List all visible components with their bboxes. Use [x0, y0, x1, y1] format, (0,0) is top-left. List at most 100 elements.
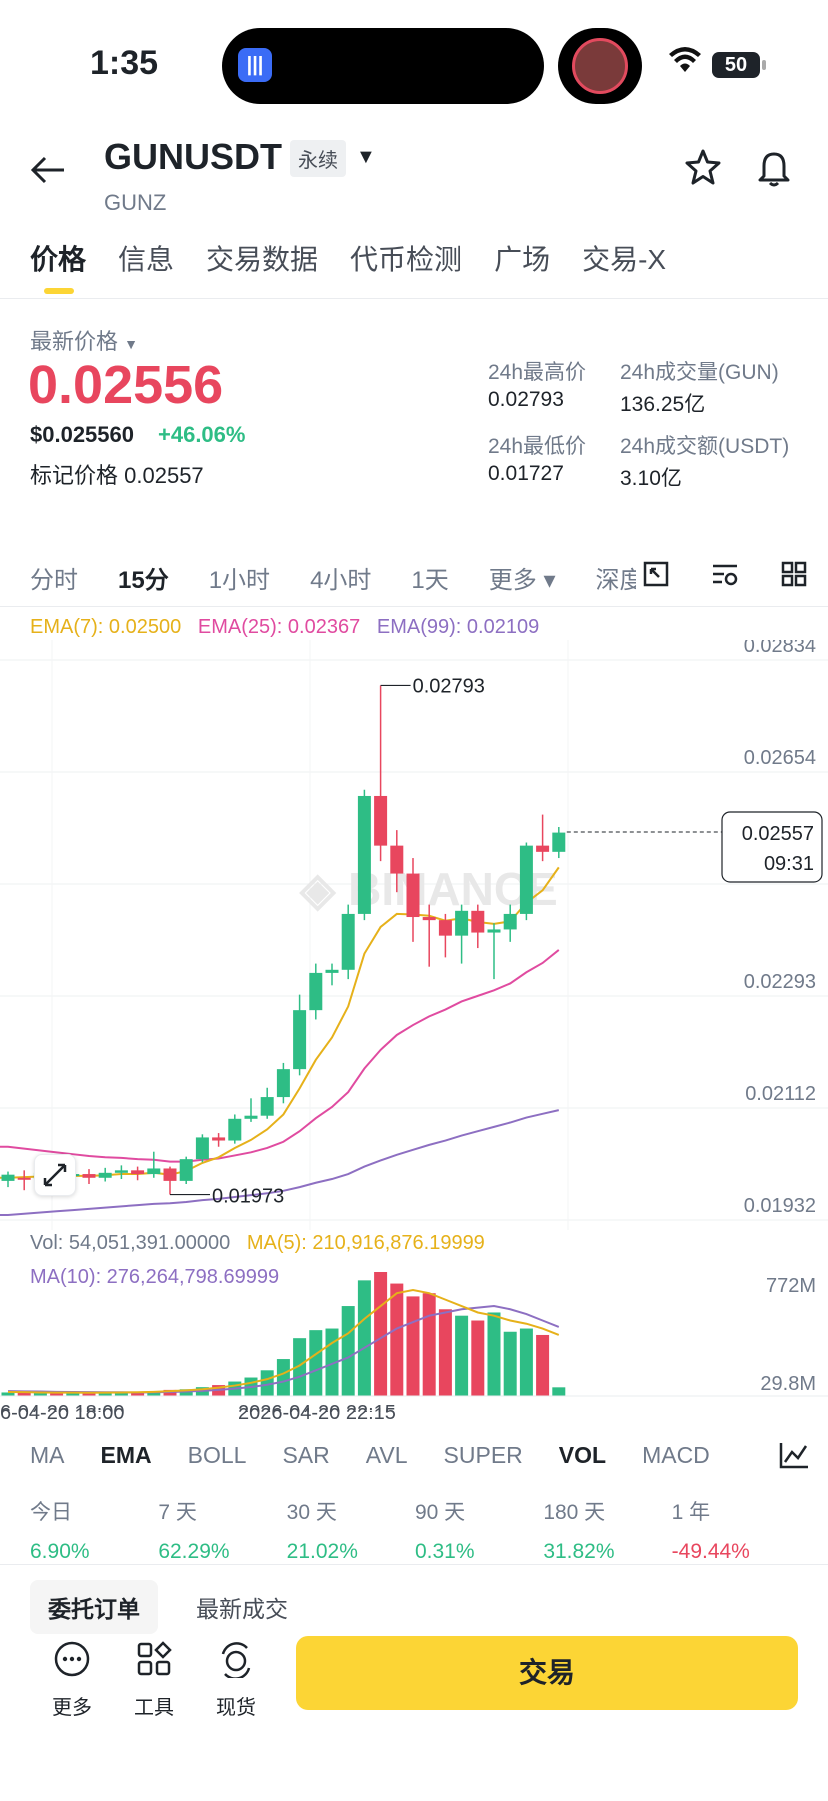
volume-bar — [293, 1338, 307, 1396]
volume-bar — [552, 1387, 566, 1396]
tools-icon — [114, 1640, 194, 1687]
fullscreen-icon[interactable] — [642, 560, 670, 595]
usd-price: $0.025560 — [30, 422, 134, 447]
divider — [0, 1564, 828, 1565]
indicator-ema[interactable]: EMA — [100, 1442, 152, 1468]
indicator-super[interactable]: SUPER — [443, 1442, 523, 1468]
interval-15m[interactable]: 15分 — [118, 567, 169, 594]
interval-4h[interactable]: 4小时 — [310, 567, 372, 594]
tools-button[interactable]: 工具 — [114, 1640, 194, 1720]
volume-legend: Vol: 54,051,391.00000 MA(5): 210,916,876… — [30, 1232, 485, 1255]
candle-body — [341, 913, 355, 970]
interval-1h[interactable]: 1小时 — [208, 567, 271, 594]
battery-tip — [762, 60, 766, 70]
tab-trade-x[interactable]: 交易-X — [582, 244, 667, 275]
volume-max-tick: 772M — [766, 1275, 816, 1297]
volume-bar — [503, 1331, 517, 1396]
indicator-tabs: MA EMA BOLL SAR AVL SUPER VOL MACD — [30, 1442, 710, 1469]
candle-body — [114, 1170, 128, 1173]
candle-body — [1, 1174, 15, 1181]
candle-body — [503, 913, 517, 930]
indicator-avl[interactable]: AVL — [365, 1442, 408, 1468]
bar-chart-icon: ||| — [238, 48, 272, 82]
candle-countdown: 09:31 — [764, 853, 814, 875]
high-value: 0.02793 — [488, 388, 564, 411]
expand-icon[interactable] — [34, 1154, 76, 1196]
tab-trading-data[interactable]: 交易数据 — [206, 244, 319, 275]
last-price-label[interactable]: 最新价格 ▼ — [30, 329, 138, 354]
candle-body — [325, 969, 339, 973]
chart-tools — [636, 560, 808, 595]
indicator-sar[interactable]: SAR — [282, 1442, 330, 1468]
interval-more[interactable]: 更多 ▾ — [488, 567, 556, 594]
volume-bar — [438, 1309, 452, 1396]
x-axis-label-left: 6-04-20 18:00 — [0, 1402, 125, 1424]
volume-quote-label: 24h成交额(USDT) — [620, 435, 790, 458]
indicator-boll[interactable]: BOLL — [187, 1442, 247, 1468]
ema25-legend: EMA(25): 0.02367 — [197, 616, 361, 638]
ema-legend: EMA(7): 0.02500 EMA(25): 0.02367 EMA(99)… — [30, 616, 539, 639]
divider — [0, 298, 828, 299]
symbol-dropdown-icon[interactable]: ▼ — [356, 146, 376, 168]
volume-bar — [422, 1293, 436, 1396]
candlestick-chart[interactable]: ◈ BINANCE 0.028340.026540.024730.022930.… — [0, 640, 828, 1230]
grid-layout-icon[interactable] — [780, 560, 808, 595]
indicator-vol[interactable]: VOL — [558, 1442, 607, 1468]
volume-bar — [82, 1392, 96, 1396]
volume-bar — [147, 1391, 161, 1396]
island-avatar[interactable] — [558, 28, 642, 104]
volume-bar — [536, 1334, 550, 1396]
tab-square[interactable]: 广场 — [494, 244, 551, 275]
candle-body — [293, 1010, 307, 1070]
trade-button[interactable]: 交易 — [296, 1636, 798, 1710]
perf-180d: 180 天 31.82% — [543, 1501, 615, 1563]
divider — [0, 606, 828, 607]
candle-body — [244, 1115, 258, 1119]
star-icon[interactable] — [684, 148, 722, 196]
candle-body — [536, 845, 550, 852]
volume-bar — [276, 1359, 290, 1396]
perf-30d: 30 天 21.02% — [286, 1501, 358, 1563]
candle-body — [131, 1170, 145, 1175]
interval-tabs: 分时 15分 1小时 4小时 1天 更多 ▾ 深度图 — [30, 560, 668, 595]
indicator-macd[interactable]: MACD — [642, 1442, 710, 1468]
tab-info[interactable]: 信息 — [118, 244, 175, 275]
tab-open-orders[interactable]: 委托订单 — [30, 1580, 158, 1634]
high-price-annotation: 0.02793 — [413, 675, 485, 697]
candle-body — [406, 873, 420, 918]
back-arrow-icon[interactable] — [30, 150, 66, 195]
volume-value: Vol: 54,051,391.00000 — [30, 1232, 231, 1254]
candle-body — [276, 1069, 290, 1098]
spot-label: 现货 — [216, 1697, 256, 1719]
y-tick-label: 0.02293 — [744, 971, 816, 993]
candle-body — [212, 1137, 226, 1141]
y-tick-label: 0.01932 — [744, 1195, 816, 1217]
line-chart-icon[interactable] — [778, 1440, 810, 1475]
spot-button[interactable]: 现货 — [196, 1640, 276, 1720]
interval-1d[interactable]: 1天 — [411, 567, 449, 594]
interval-line[interactable]: 分时 — [30, 567, 78, 594]
low-value: 0.01727 — [488, 462, 564, 485]
volume-bar — [406, 1296, 420, 1396]
volume-bar — [260, 1370, 274, 1396]
indicator-ma[interactable]: MA — [30, 1442, 65, 1468]
volume-bar — [341, 1306, 355, 1396]
watermark-logo: ◈ BINANCE — [299, 863, 558, 915]
x-label-2: 2026-04-20 22:15 — [238, 1405, 396, 1412]
volume-bar — [98, 1392, 112, 1396]
tab-recent-trades[interactable]: 最新成交 — [196, 1596, 288, 1622]
candle-body — [374, 795, 388, 846]
candle-body — [82, 1174, 96, 1178]
tab-price[interactable]: 价格 — [30, 244, 87, 275]
symbol-title[interactable]: GUNUSDT — [104, 136, 282, 177]
candle-body — [357, 795, 371, 914]
chart-settings-icon[interactable] — [710, 560, 740, 595]
dynamic-island[interactable]: ||| — [222, 28, 544, 104]
tab-token-check[interactable]: 代币检测 — [350, 244, 463, 275]
volume-ma10: MA(10): 276,264,798.69999 — [30, 1266, 280, 1288]
contract-type-badge: 永续 — [290, 140, 346, 177]
more-button[interactable]: 更多 — [32, 1640, 112, 1720]
battery-indicator: 50 — [712, 52, 760, 78]
bell-icon[interactable] — [756, 150, 792, 197]
ema7-legend: EMA(7): 0.02500 — [30, 616, 182, 638]
